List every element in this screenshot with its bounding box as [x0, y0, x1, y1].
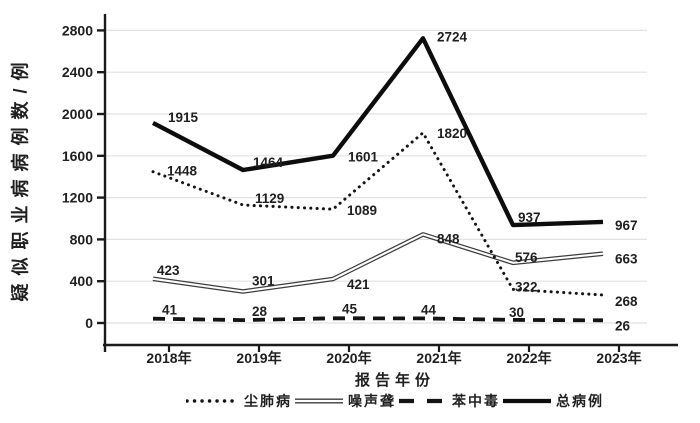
series-line-benzene-poisoning	[152, 316, 604, 323]
dashed-line-swatch	[399, 398, 447, 404]
data-label-total-cases: 937	[518, 210, 541, 225]
x-tick-label: 2022年	[506, 350, 551, 366]
data-label-total-cases: 2724	[437, 29, 468, 44]
x-axis-title: 报告年份	[354, 372, 435, 389]
x-tick-label: 2023年	[596, 350, 641, 366]
legend-item-pneumoconiosis: 尘肺病	[186, 391, 292, 411]
x-tick-label: 2021年	[416, 350, 461, 366]
x-tick-label: 2019年	[236, 350, 281, 366]
data-label-total-cases: 967	[615, 218, 638, 233]
data-label-total-cases: 1464	[253, 155, 284, 170]
legend-label-pneumoconiosis: 尘肺病	[244, 393, 292, 409]
y-tick-label: 2800	[62, 22, 93, 38]
legend: 尘肺病 噪声聋 苯中毒 总病例	[105, 391, 685, 411]
data-label-pneumoconiosis: 1129	[255, 191, 284, 206]
y-tick-label: 2400	[62, 64, 93, 80]
data-label-noise-deafness: 423	[157, 263, 180, 278]
data-label-pneumoconiosis: 1820	[437, 126, 467, 141]
series-line-inner-noise-deafness	[152, 233, 604, 293]
data-label-benzene-poisoning: 28	[252, 304, 268, 319]
data-label-pneumoconiosis: 268	[615, 294, 638, 309]
double-line-swatch	[295, 398, 343, 404]
y-tick-label: 1200	[62, 190, 93, 206]
data-label-benzene-poisoning: 44	[421, 302, 437, 317]
legend-item-noise-deafness: 噪声聋	[294, 391, 396, 411]
data-label-total-cases: 1601	[348, 150, 379, 165]
data-label-noise-deafness: 421	[347, 277, 370, 292]
data-label-noise-deafness: 301	[252, 274, 275, 289]
legend-label-noise-deafness: 噪声聋	[348, 393, 396, 409]
y-tick-label: 800	[70, 231, 94, 247]
series-line-total-cases	[151, 36, 604, 228]
data-label-total-cases: 1915	[168, 110, 199, 125]
series-line-pneumoconiosis	[151, 131, 605, 297]
solid-line-swatch	[503, 398, 551, 404]
y-tick-label: 2000	[62, 106, 93, 122]
data-label-pneumoconiosis: 322	[515, 279, 538, 294]
legend-item-total-cases: 总病例	[502, 391, 604, 411]
legend-label-total-cases: 总病例	[556, 393, 604, 409]
legend-label-benzene-poisoning: 苯中毒	[452, 393, 500, 409]
x-tick-label: 2018年	[146, 350, 191, 366]
data-label-noise-deafness: 576	[515, 250, 538, 265]
data-label-benzene-poisoning: 26	[615, 318, 631, 333]
y-tick-label: 0	[85, 315, 93, 331]
data-label-benzene-poisoning: 30	[509, 305, 524, 320]
data-label-noise-deafness: 848	[437, 231, 460, 246]
data-label-benzene-poisoning: 45	[342, 301, 358, 316]
x-tick-label: 2020年	[326, 350, 371, 366]
legend-item-benzene-poisoning: 苯中毒	[398, 391, 500, 411]
data-label-noise-deafness: 663	[615, 252, 638, 267]
y-tick-label: 400	[70, 273, 94, 289]
data-label-pneumoconiosis: 1089	[347, 203, 377, 218]
data-label-benzene-poisoning: 41	[162, 303, 178, 318]
dotted-line-swatch	[186, 399, 240, 403]
data-label-pneumoconiosis: 1448	[167, 164, 198, 179]
y-tick-label: 1600	[62, 148, 93, 164]
